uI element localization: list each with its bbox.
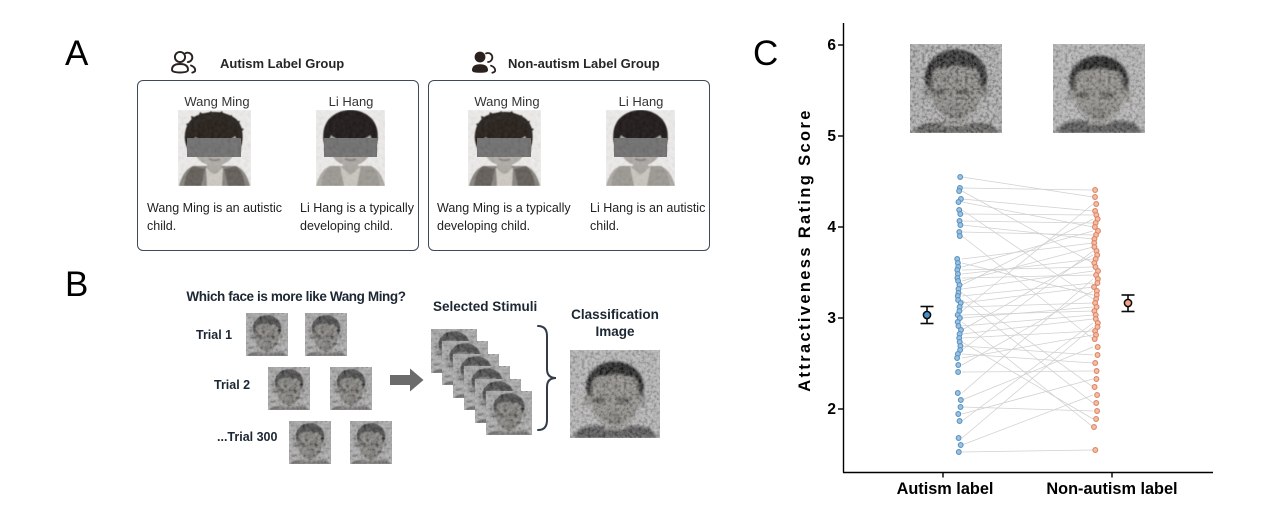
svg-text:4: 4 (827, 219, 836, 236)
svg-text:5: 5 (827, 128, 836, 145)
svg-text:3: 3 (827, 310, 836, 327)
svg-text:6: 6 (827, 37, 836, 54)
svg-text:Autism label: Autism label (897, 480, 994, 498)
svg-text:Attractiveness Rating Score: Attractiveness Rating Score (796, 108, 814, 392)
svg-text:2: 2 (827, 401, 836, 418)
svg-text:Non-autism label: Non-autism label (1046, 480, 1177, 498)
